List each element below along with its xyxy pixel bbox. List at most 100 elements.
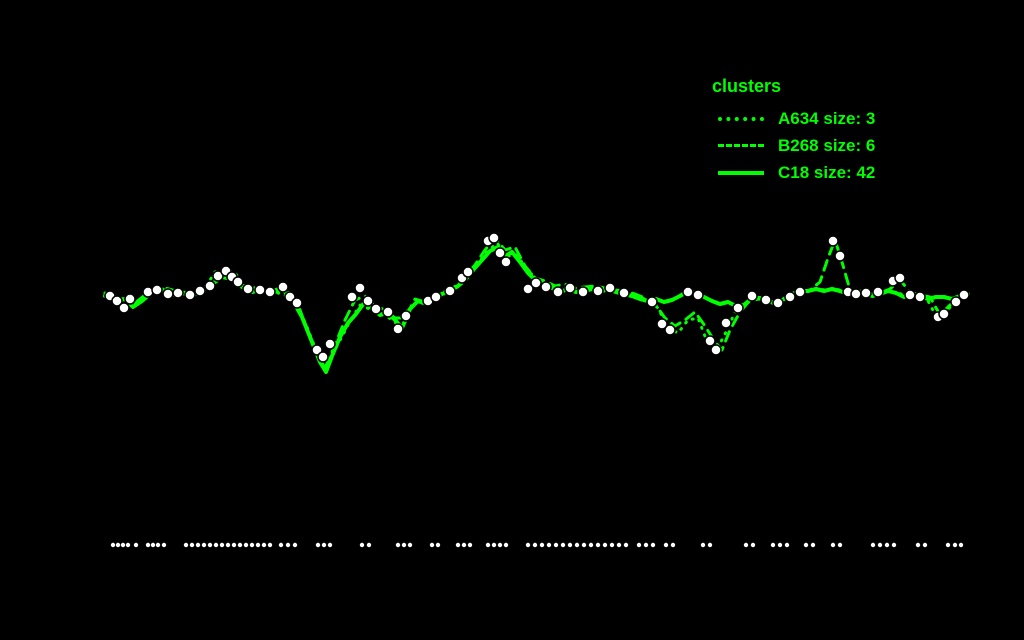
- rug-dot: [532, 542, 538, 548]
- legend-entry-a634: A634 size: 3: [712, 105, 875, 132]
- rug-dot: [407, 542, 413, 548]
- data-point-marker: [592, 285, 604, 297]
- data-point-marker: [382, 306, 394, 318]
- data-point-marker: [194, 285, 206, 297]
- legend-label-a634: A634 size: 3: [778, 108, 876, 128]
- rug-dot: [161, 542, 167, 548]
- data-point-marker: [827, 235, 839, 247]
- rug-dot: [915, 542, 921, 548]
- data-point-marker: [704, 335, 716, 347]
- rug-dot: [539, 542, 545, 548]
- series-line-c18: [103, 245, 970, 374]
- rug-dot: [525, 542, 531, 548]
- data-point-marker: [604, 282, 616, 294]
- data-point-marker: [172, 287, 184, 299]
- data-point-marker: [488, 232, 500, 244]
- rug-dot: [201, 542, 207, 548]
- data-point-marker: [522, 283, 534, 295]
- data-point-marker: [530, 277, 542, 289]
- data-point-marker: [151, 284, 163, 296]
- data-point-marker: [564, 282, 576, 294]
- rug-dot: [952, 542, 958, 548]
- rug-dot: [770, 542, 776, 548]
- rug-dot: [567, 542, 573, 548]
- data-point-marker: [872, 286, 884, 298]
- solid-line-sample-icon: [718, 170, 764, 175]
- data-point-marker: [646, 296, 658, 308]
- rug-dot: [945, 542, 951, 548]
- rug-dot: [870, 542, 876, 548]
- data-point-marker: [242, 283, 254, 295]
- data-point-marker: [232, 276, 244, 288]
- rug-dot: [366, 542, 372, 548]
- rug-dot: [560, 542, 566, 548]
- rug-dot: [255, 542, 261, 548]
- legend-title: clusters: [712, 76, 782, 96]
- rug-dot: [395, 542, 401, 548]
- rug-dot: [581, 542, 587, 548]
- data-point-marker: [370, 303, 382, 315]
- data-point-marker: [772, 297, 784, 309]
- rug-dot: [485, 542, 491, 548]
- data-point-marker: [664, 324, 676, 336]
- data-point-marker: [577, 286, 589, 298]
- rug-dot: [636, 542, 642, 548]
- rug-dot: [803, 542, 809, 548]
- rug-dot: [650, 542, 656, 548]
- rug-dot: [189, 542, 195, 548]
- rug-dot: [837, 542, 843, 548]
- rug-dot: [643, 542, 649, 548]
- data-point-marker: [850, 288, 862, 300]
- data-point-marker: [760, 294, 772, 306]
- dotted-line-sample-icon: [718, 116, 764, 121]
- data-point-marker: [111, 295, 123, 307]
- rug-dot: [810, 542, 816, 548]
- rug-dot: [429, 542, 435, 548]
- data-point-marker: [914, 291, 926, 303]
- rug-dot: [830, 542, 836, 548]
- rug-dot: [877, 542, 883, 548]
- data-point-marker: [732, 302, 744, 314]
- data-point-marker: [710, 344, 722, 356]
- rug-dot: [435, 542, 441, 548]
- rug-dot: [461, 542, 467, 548]
- data-point-marker: [317, 351, 329, 363]
- data-point-marker: [746, 290, 758, 302]
- data-point-marker: [950, 296, 962, 308]
- rug-dot: [777, 542, 783, 548]
- data-point-marker: [894, 272, 906, 284]
- data-point-marker: [656, 318, 668, 330]
- data-point-marker: [860, 287, 872, 299]
- rug-dot: [219, 542, 225, 548]
- data-point-marker: [204, 280, 216, 292]
- data-point-marker: [184, 289, 196, 301]
- data-point-marker: [118, 302, 130, 314]
- data-point-marker: [794, 286, 806, 298]
- rug-dot: [285, 542, 291, 548]
- rug-dot: [609, 542, 615, 548]
- rug-dot: [267, 542, 273, 548]
- rug-dot: [455, 542, 461, 548]
- data-point-marker: [692, 289, 704, 301]
- series-line-a634: [103, 241, 968, 372]
- data-point-marker: [618, 287, 630, 299]
- data-point-marker: [324, 338, 336, 350]
- rug-dot: [707, 542, 713, 548]
- rug-dot: [321, 542, 327, 548]
- legend-entry-c18: C18 size: 42: [712, 159, 875, 186]
- rug-dot: [115, 542, 121, 548]
- data-point-marker: [346, 291, 358, 303]
- rug-dot: [292, 542, 298, 548]
- rug-dot: [225, 542, 231, 548]
- data-point-marker: [500, 256, 512, 268]
- rug-dot: [546, 542, 552, 548]
- data-point-marker: [277, 281, 289, 293]
- rug-dot: [616, 542, 622, 548]
- data-point-marker: [264, 286, 276, 298]
- rug-dot: [623, 542, 629, 548]
- data-point-marker: [291, 297, 303, 309]
- data-point-marker: [784, 291, 796, 303]
- data-point-marker: [444, 285, 456, 297]
- rug-dot: [120, 542, 126, 548]
